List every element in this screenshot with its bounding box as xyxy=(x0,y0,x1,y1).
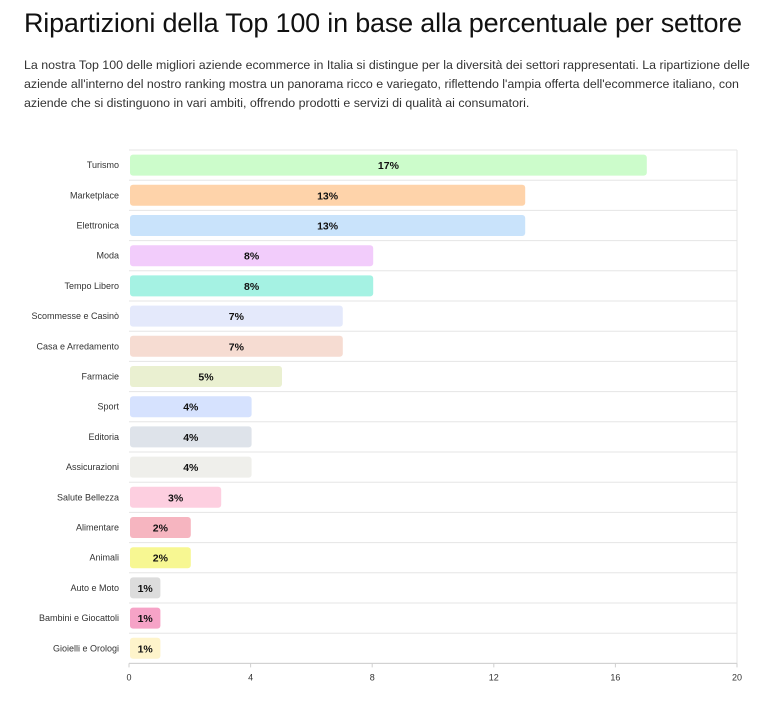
intro-paragraph: La nostra Top 100 delle migliori aziende… xyxy=(24,58,750,110)
bar xyxy=(130,215,526,236)
bar xyxy=(130,577,161,599)
bar xyxy=(130,184,526,206)
bar xyxy=(130,426,252,448)
bar xyxy=(130,335,343,357)
category-label: Gioielli e Orologi xyxy=(53,643,119,653)
bar-value-label: 17% xyxy=(378,160,400,172)
bar xyxy=(130,305,343,327)
bar-value-label: 2% xyxy=(153,523,169,535)
bar-value-label: 13% xyxy=(317,190,339,202)
category-label: Salute Bellezza xyxy=(57,492,119,502)
bar-value-label: 13% xyxy=(317,221,339,233)
category-label: Animali xyxy=(89,553,119,563)
bar-value-label: 8% xyxy=(244,281,260,293)
category-label: Elettronica xyxy=(76,221,119,231)
category-label: Auto e Moto xyxy=(70,583,119,593)
category-label: Casa e Arredamento xyxy=(36,341,119,351)
bar xyxy=(130,154,647,176)
category-label: Editoria xyxy=(88,432,119,442)
category-label: Scommesse e Casinò xyxy=(31,311,119,321)
bar xyxy=(130,275,374,297)
bar-value-label: 5% xyxy=(198,372,214,384)
x-tick-label: 0 xyxy=(126,672,131,682)
category-label: Assicurazioni xyxy=(66,462,119,472)
category-label: Moda xyxy=(96,251,119,261)
bar xyxy=(130,456,252,478)
x-tick-label: 4 xyxy=(248,672,253,682)
page-title: Ripartizioni della Top 100 in base alla … xyxy=(24,8,742,38)
bar-value-label: 7% xyxy=(229,341,245,353)
category-label: Sport xyxy=(97,402,119,412)
bar xyxy=(130,607,161,629)
category-label: Tempo Libero xyxy=(64,281,119,291)
bar-value-label: 1% xyxy=(138,583,154,595)
bar xyxy=(130,547,191,569)
bar xyxy=(130,245,374,267)
bar-value-label: 4% xyxy=(183,402,199,414)
x-tick-label: 20 xyxy=(732,672,742,682)
x-tick-label: 16 xyxy=(610,672,620,682)
bar-value-label: 1% xyxy=(138,613,154,625)
bar-value-label: 8% xyxy=(244,251,260,263)
bar-value-label: 4% xyxy=(183,432,199,444)
bar-value-label: 7% xyxy=(229,311,245,323)
bar-value-label: 2% xyxy=(153,553,169,565)
category-label: Marketplace xyxy=(70,190,119,200)
category-label: Alimentare xyxy=(76,523,119,533)
bar-value-label: 1% xyxy=(138,643,154,655)
category-label: Bambini e Giocattoli xyxy=(39,613,119,623)
bar xyxy=(130,517,191,538)
x-tick-label: 8 xyxy=(370,672,375,682)
bar-value-label: 3% xyxy=(168,492,184,504)
category-label: Turismo xyxy=(87,160,119,170)
category-label: Farmacie xyxy=(81,372,119,382)
bar xyxy=(130,486,222,508)
bar xyxy=(130,637,161,659)
bar xyxy=(130,396,252,418)
bar-value-label: 4% xyxy=(183,462,199,474)
x-tick-label: 12 xyxy=(489,672,499,682)
bar xyxy=(130,366,282,387)
sector-bar-chart: Turismo 17% Marketplace 13% Elettronica 13% Mo… xyxy=(31,149,742,682)
